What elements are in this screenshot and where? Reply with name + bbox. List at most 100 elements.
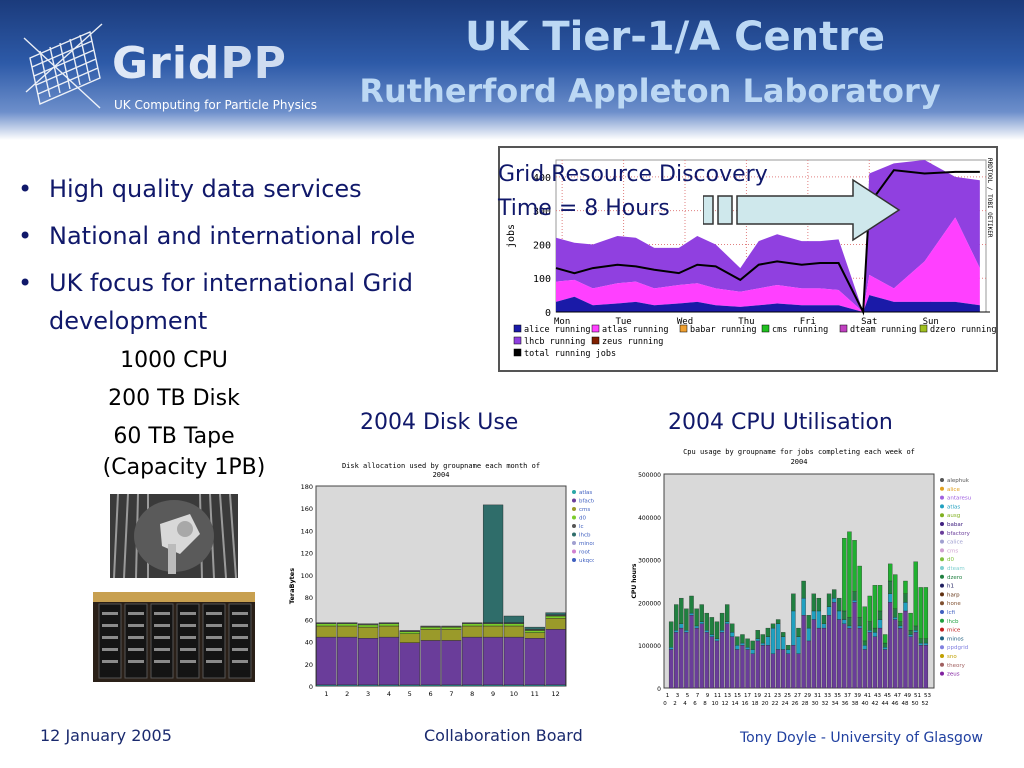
bar-segment-cms	[337, 625, 358, 638]
x-tick-label: Fri	[800, 317, 816, 327]
y-axis-label: CPU hours	[631, 563, 638, 598]
legend-marker	[940, 486, 944, 491]
bar-segment-alice	[709, 634, 715, 637]
bar-segment-dzero	[719, 612, 725, 631]
x-tick-label-top: 19	[754, 693, 761, 699]
x-tick-label-bottom: 24	[782, 701, 789, 707]
bar-segment-babar	[847, 627, 852, 689]
bar-segment-alice	[674, 630, 679, 633]
legend-label: mice	[947, 628, 961, 634]
bar-segment-dzero	[730, 623, 735, 633]
bar-segment-cms	[378, 625, 400, 638]
bar-segment-lc	[420, 625, 441, 628]
x-tick-label-bottom: 26	[792, 701, 799, 707]
legend-marker	[572, 498, 576, 503]
bar-segment-babar	[877, 627, 883, 689]
legend-swatch	[513, 324, 522, 333]
bar-segment-dzero	[668, 621, 674, 648]
legend-label: lcfi	[947, 610, 955, 616]
cpu-utilisation-chart: Cpu usage by groupname for jobs completi…	[628, 440, 994, 710]
bar-segment-babar	[684, 632, 689, 689]
footer-author: Tony Doyle - University of Glasgow	[740, 730, 983, 746]
y-axis-label: jobs	[506, 224, 517, 248]
bar-segment-lhcb	[913, 561, 918, 627]
legend-swatch	[591, 336, 600, 345]
bar-segment-d0	[482, 623, 504, 627]
bar-segment-alice	[877, 619, 883, 629]
bar-segment-d0	[503, 623, 525, 627]
bar-segment-babar	[862, 649, 867, 689]
computer-racks-photo	[93, 592, 255, 682]
bar-segment-babar	[735, 649, 740, 689]
bar-segment-dzero	[740, 634, 745, 644]
x-tick-label-bottom: 34	[832, 701, 839, 707]
bar-segment-babar	[872, 636, 878, 689]
bar-segment-alice	[857, 625, 862, 629]
bar-segment-alice	[801, 597, 806, 616]
bar-segment-dzero	[806, 615, 811, 629]
x-tick-label-bottom: 16	[742, 701, 749, 707]
bar-segment-d0	[462, 623, 483, 627]
x-tick-label-top: 47	[894, 693, 901, 699]
chart-title-line-2: 2004	[433, 471, 450, 479]
bar-segment-lhcb	[898, 612, 903, 622]
bar-segment-dzero	[765, 627, 771, 637]
bar-segment-alice	[740, 642, 745, 646]
legend-label: zeus	[947, 672, 960, 678]
bar-segment-bfactory	[420, 640, 441, 686]
bar-segment-alice	[775, 623, 781, 650]
cpu-chart-svg: Cpu usage by groupname for jobs completi…	[631, 448, 971, 707]
legend-marker	[572, 541, 576, 545]
bar-segment-alice	[770, 627, 776, 654]
bar-segment-babar	[913, 632, 918, 689]
legend-marker	[572, 524, 576, 528]
bar-segment-alice	[882, 647, 888, 650]
bar-segment-babar	[786, 653, 791, 689]
x-tick-label-top: 41	[864, 693, 871, 699]
legend-marker	[940, 522, 944, 526]
bar-segment-dzero	[816, 597, 822, 612]
bar-segment-dzero	[913, 625, 918, 631]
legend-label: ukqcd	[579, 558, 594, 564]
legend-label: d0	[947, 557, 954, 563]
bar-segment-lhcb	[503, 615, 525, 623]
bar-segment-dzero	[811, 593, 816, 612]
x-tick-label-top: 1	[666, 693, 670, 699]
spec-disk: 200 TB Disk	[108, 386, 240, 411]
legend-marker	[940, 557, 944, 562]
x-tick-label-bottom: 32	[822, 701, 829, 707]
x-tick-label: Tue	[615, 317, 631, 327]
legend-label: cms	[579, 507, 590, 513]
x-tick-label-bottom: 2	[673, 701, 677, 707]
legend-label: theory	[947, 663, 966, 669]
bar-segment-dzero	[750, 640, 755, 650]
bar-segment-dzero	[847, 617, 852, 627]
spec-capacity: (Capacity 1PB)	[102, 455, 266, 480]
bar-segment-babar	[801, 615, 806, 689]
bar-segment-dzero	[877, 610, 883, 620]
bar-segment-babar	[709, 636, 715, 689]
bar-segment-babar	[806, 640, 811, 689]
x-tick-label: Sun	[923, 317, 939, 327]
y-tick-label: 200000	[638, 600, 661, 607]
legend-label: cms	[947, 548, 958, 554]
bar-segment-babar	[923, 645, 929, 689]
x-tick-label-bottom: 6	[693, 701, 697, 707]
bar-segment-dzero	[791, 593, 796, 612]
bar-segment-babar	[770, 653, 776, 689]
x-tick-label-top: 53	[924, 693, 931, 699]
bar-segment-babar	[867, 632, 872, 689]
x-tick-label: 10	[510, 690, 518, 698]
y-tick-label: 100	[301, 572, 313, 580]
legend-label: h1	[947, 584, 954, 590]
bullet-list: High quality data services National and …	[14, 170, 494, 349]
y-tick-label: 0	[309, 683, 313, 691]
bar-segment-d0	[399, 631, 420, 634]
bar-segment-cms	[399, 633, 420, 643]
bar-segment-alice	[750, 649, 755, 654]
legend-marker	[940, 636, 944, 641]
legend-label: dzero	[947, 575, 963, 581]
bar-segment-dzero	[801, 580, 806, 599]
legend-marker	[940, 566, 944, 570]
legend-label: atlas running	[602, 325, 669, 335]
